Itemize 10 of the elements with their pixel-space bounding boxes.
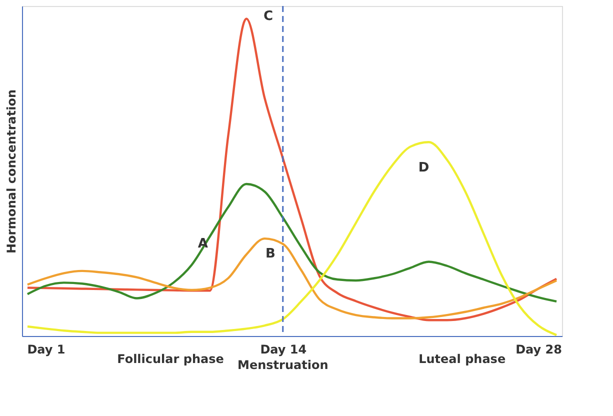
- ref-line-label: Menstruation: [238, 358, 328, 372]
- x-tick-label: Day 1: [27, 342, 66, 356]
- y-axis-title: Hormonal concentration: [4, 90, 18, 254]
- annotation: B: [265, 246, 276, 262]
- x-tick-label: Day 28: [516, 342, 562, 356]
- annotation: D: [418, 160, 430, 176]
- x-tick-label: Day 14: [260, 342, 307, 356]
- text: Follicular phase: [117, 352, 224, 366]
- text: Luteal phase: [418, 352, 506, 366]
- annotation: C: [263, 8, 274, 24]
